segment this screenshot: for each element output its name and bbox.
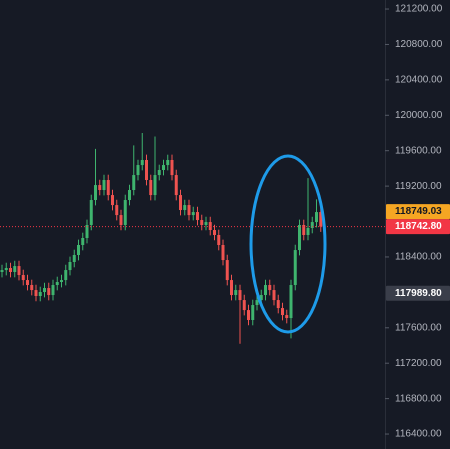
candle-body bbox=[77, 244, 80, 256]
candle-body bbox=[187, 205, 191, 216]
candle-body bbox=[310, 222, 314, 228]
candle-body bbox=[255, 300, 259, 306]
price-labels: 117989.80 118742.80 118749.03 bbox=[386, 204, 450, 301]
candle-body bbox=[140, 159, 144, 166]
candle-body bbox=[217, 234, 221, 245]
candle-body bbox=[162, 165, 165, 171]
candle-body bbox=[179, 195, 182, 211]
candle-body bbox=[85, 224, 89, 239]
candle-body bbox=[145, 159, 148, 181]
candle-body bbox=[43, 288, 46, 293]
highlight-ellipse bbox=[249, 154, 327, 334]
candle-body bbox=[81, 238, 85, 245]
candle-body bbox=[234, 290, 238, 296]
y-tick-label: 117600.00 bbox=[395, 322, 442, 333]
candle-body bbox=[174, 175, 178, 196]
candle-body bbox=[111, 195, 114, 206]
candle-body bbox=[247, 310, 250, 320]
candle-body bbox=[306, 227, 310, 235]
y-tick-label: 120400.00 bbox=[395, 75, 443, 86]
price-label: 117989.80 bbox=[395, 288, 442, 299]
candle-body bbox=[166, 159, 170, 166]
candle-body bbox=[72, 255, 76, 262]
candle-body bbox=[123, 200, 127, 225]
candle-body bbox=[30, 285, 34, 291]
candle-body bbox=[319, 212, 323, 227]
candle-body bbox=[251, 305, 255, 320]
y-tick-label: 119600.00 bbox=[395, 145, 442, 156]
y-tick-label: 119200.00 bbox=[395, 181, 442, 192]
candle-body bbox=[170, 159, 174, 176]
candle-body bbox=[119, 215, 123, 225]
candle-body bbox=[68, 261, 72, 271]
candle-body bbox=[149, 180, 153, 196]
y-tick-label: 120000.00 bbox=[395, 110, 443, 121]
y-tick-label: 116800.00 bbox=[395, 393, 442, 404]
candle-body bbox=[272, 290, 276, 301]
candle-body bbox=[221, 244, 225, 261]
candle-body bbox=[281, 308, 284, 316]
y-tick-label: 118400.00 bbox=[395, 252, 442, 263]
candle-body bbox=[183, 205, 187, 211]
candle-body bbox=[26, 280, 29, 286]
candle-body bbox=[38, 292, 42, 296]
candle-body bbox=[302, 224, 306, 235]
y-tick-label: 121200.00 bbox=[395, 4, 443, 15]
candle-body bbox=[64, 270, 68, 281]
candle-body bbox=[17, 266, 21, 276]
candle-body bbox=[21, 275, 25, 281]
candle-body bbox=[259, 295, 263, 301]
candle-body bbox=[293, 250, 297, 286]
candle-body bbox=[225, 260, 229, 281]
candle-body bbox=[230, 280, 233, 296]
candle-body bbox=[213, 230, 216, 235]
candle-body bbox=[268, 285, 272, 291]
candle-body bbox=[276, 300, 280, 309]
candle-body bbox=[264, 285, 267, 296]
candle-body bbox=[208, 222, 212, 231]
candle-body bbox=[298, 224, 301, 251]
candle-body bbox=[128, 190, 131, 201]
y-tick-label: 120800.00 bbox=[395, 39, 443, 50]
candle-body bbox=[238, 290, 242, 301]
candle-body bbox=[204, 222, 208, 225]
candle-body bbox=[153, 175, 157, 196]
candle-body bbox=[0, 270, 4, 273]
candle-body bbox=[47, 288, 51, 296]
candle-body bbox=[106, 180, 110, 196]
candle-body bbox=[132, 175, 136, 191]
candle-body bbox=[94, 185, 97, 201]
candle-body bbox=[157, 170, 161, 176]
candle-body bbox=[34, 290, 38, 296]
candle-body bbox=[13, 266, 17, 273]
candle-body bbox=[9, 268, 12, 273]
candle-body bbox=[60, 280, 63, 283]
candle-body bbox=[98, 185, 102, 191]
candle-body bbox=[55, 282, 59, 286]
candle-body bbox=[115, 205, 119, 216]
candle-body bbox=[136, 165, 140, 176]
plot-area bbox=[0, 132, 385, 344]
candle-body bbox=[289, 285, 293, 319]
candle-body bbox=[315, 212, 318, 223]
candle-body bbox=[102, 180, 106, 191]
price-label: 118742.80 bbox=[395, 221, 442, 232]
candle-body bbox=[4, 268, 8, 271]
candle-body bbox=[196, 212, 199, 221]
price-label-box bbox=[386, 285, 450, 301]
candle-body bbox=[89, 200, 93, 225]
candle-body bbox=[191, 212, 195, 216]
price-label: 118749.03 bbox=[395, 206, 442, 217]
price-label-box bbox=[386, 204, 450, 220]
y-tick-label: 117200.00 bbox=[395, 358, 442, 369]
candle-body bbox=[51, 285, 55, 296]
y-tick-label: 116400.00 bbox=[395, 429, 442, 440]
candle-body bbox=[200, 220, 204, 225]
price-label-box bbox=[386, 219, 450, 235]
candle-body bbox=[242, 300, 246, 311]
candle-body bbox=[285, 315, 289, 319]
